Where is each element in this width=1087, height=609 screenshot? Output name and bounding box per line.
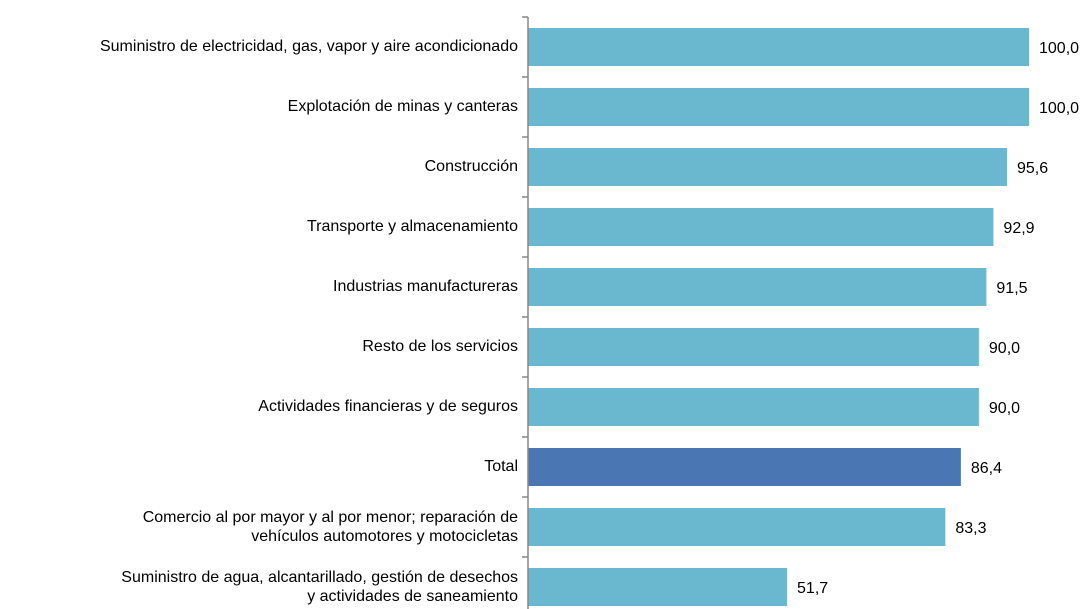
value-label: 83,3 xyxy=(955,520,986,537)
category-label: Transporte y almacenamiento xyxy=(307,218,518,235)
value-label: 100,0 xyxy=(1039,100,1079,117)
value-label: 90,0 xyxy=(989,400,1020,417)
bar xyxy=(528,448,961,486)
category-label: Total xyxy=(484,458,518,475)
category-label: Industrias manufactureras xyxy=(333,278,518,295)
value-label: 92,9 xyxy=(1003,220,1034,237)
bar xyxy=(528,268,987,306)
bar xyxy=(528,208,994,246)
category-label: Actividades financieras y de seguros xyxy=(258,398,518,415)
bar xyxy=(528,88,1029,126)
category-label: Comercio al por mayor y al por menor; re… xyxy=(143,509,518,545)
value-label: 91,5 xyxy=(996,280,1027,297)
category-label: Resto de los servicios xyxy=(362,338,518,355)
category-label: Suministro de agua, alcantarillado, gest… xyxy=(121,569,518,605)
bar xyxy=(528,388,979,426)
value-label: 95,6 xyxy=(1017,160,1048,177)
bar xyxy=(528,148,1007,186)
value-label: 51,7 xyxy=(797,580,828,597)
category-label: Explotación de minas y canteras xyxy=(288,98,518,115)
bar xyxy=(528,568,788,606)
bar xyxy=(528,508,946,546)
category-label: Construcción xyxy=(425,158,518,175)
value-label: 86,4 xyxy=(971,460,1002,477)
bar xyxy=(528,328,979,366)
bar xyxy=(528,28,1029,66)
category-label: Suministro de electricidad, gas, vapor y… xyxy=(100,38,518,55)
value-label: 90,0 xyxy=(989,340,1020,357)
value-label: 100,0 xyxy=(1039,40,1079,57)
